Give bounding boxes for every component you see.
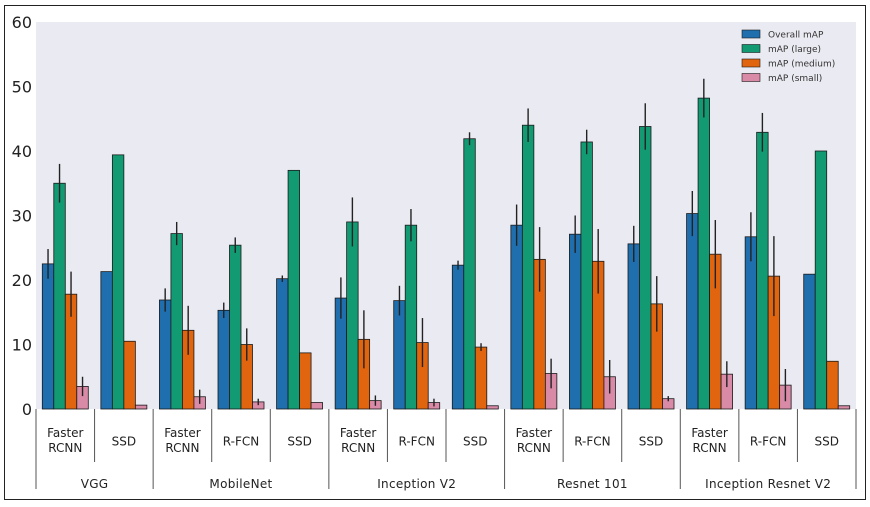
y-tick-label: 50 [12, 78, 32, 97]
bar [463, 138, 476, 410]
y-tick-label: 30 [12, 207, 32, 226]
bar [814, 150, 828, 410]
bar [287, 169, 300, 410]
legend-swatch [741, 73, 761, 82]
category-label: R-FCN [223, 435, 259, 449]
bar [41, 263, 55, 410]
legend-swatch [741, 29, 761, 39]
legend: Overall mAP mAP (large) mAP (medium) mAP (s… [741, 29, 835, 84]
y-tick-label: 40 [12, 142, 32, 161]
bar [486, 405, 499, 410]
category-label: R-FCN [574, 435, 610, 449]
bar [346, 221, 359, 410]
category-label: Faster [691, 426, 727, 440]
category-label: SSD [112, 435, 136, 449]
bar [686, 213, 699, 410]
bar [404, 224, 418, 410]
bar [639, 126, 652, 410]
bar [111, 154, 125, 410]
bar [803, 273, 816, 410]
bar [580, 141, 593, 410]
bar [159, 299, 172, 410]
bar [826, 360, 839, 410]
group-label: MobileNet [209, 477, 272, 491]
bar [276, 278, 289, 410]
legend-swatch [741, 44, 761, 53]
category-label: RCNN [341, 441, 375, 455]
plot-area [36, 22, 856, 409]
legend-label: mAP (small) [768, 74, 822, 84]
category-label: Faster [164, 426, 200, 440]
bar [310, 402, 323, 410]
bar [299, 352, 312, 410]
bar [510, 224, 523, 410]
category-label: RCNN [165, 441, 199, 455]
bar [229, 244, 242, 410]
category-label: SSD [814, 435, 838, 449]
category-label: RCNN [48, 441, 82, 455]
bar [123, 340, 136, 410]
bar [53, 182, 66, 410]
y-axis: 0 10 20 30 40 50 60 [12, 13, 32, 419]
legend-label: mAP (medium) [768, 60, 835, 70]
bar [756, 131, 769, 410]
bar [697, 97, 710, 410]
bar [100, 271, 113, 410]
category-label: R-FCN [398, 435, 434, 449]
category-label: SSD [639, 435, 663, 449]
bar [744, 236, 758, 410]
legend-swatch [741, 58, 761, 68]
group-label: Inception Resnet V2 [705, 477, 831, 491]
error-bars-layer [47, 78, 787, 407]
category-label: R-FCN [750, 435, 786, 449]
bar [134, 404, 148, 410]
y-tick-label: 20 [12, 271, 32, 290]
category-label: Faster [340, 426, 376, 440]
y-tick-label: 0 [22, 400, 32, 419]
y-tick-label: 60 [12, 13, 32, 32]
bar [569, 233, 582, 410]
bar [521, 124, 535, 410]
bar [474, 346, 488, 410]
bar [627, 243, 640, 410]
bars-layer [41, 97, 851, 410]
category-label: RCNN [693, 441, 727, 455]
category-label: SSD [287, 435, 311, 449]
legend-label: Overall mAP [768, 31, 824, 41]
bar [837, 405, 851, 410]
bar [393, 300, 406, 410]
group-label: Resnet 101 [557, 477, 628, 491]
category-label: SSD [463, 435, 487, 449]
group-label: Inception V2 [377, 477, 456, 491]
category-label: Faster [516, 426, 552, 440]
legend-label: mAP (large) [768, 45, 821, 55]
category-label: RCNN [517, 441, 551, 455]
group-label: VGG [81, 477, 109, 491]
bar [451, 264, 465, 410]
y-tick-label: 10 [12, 336, 32, 355]
bar [170, 233, 183, 410]
bar [217, 309, 230, 410]
category-label: Faster [47, 426, 83, 440]
